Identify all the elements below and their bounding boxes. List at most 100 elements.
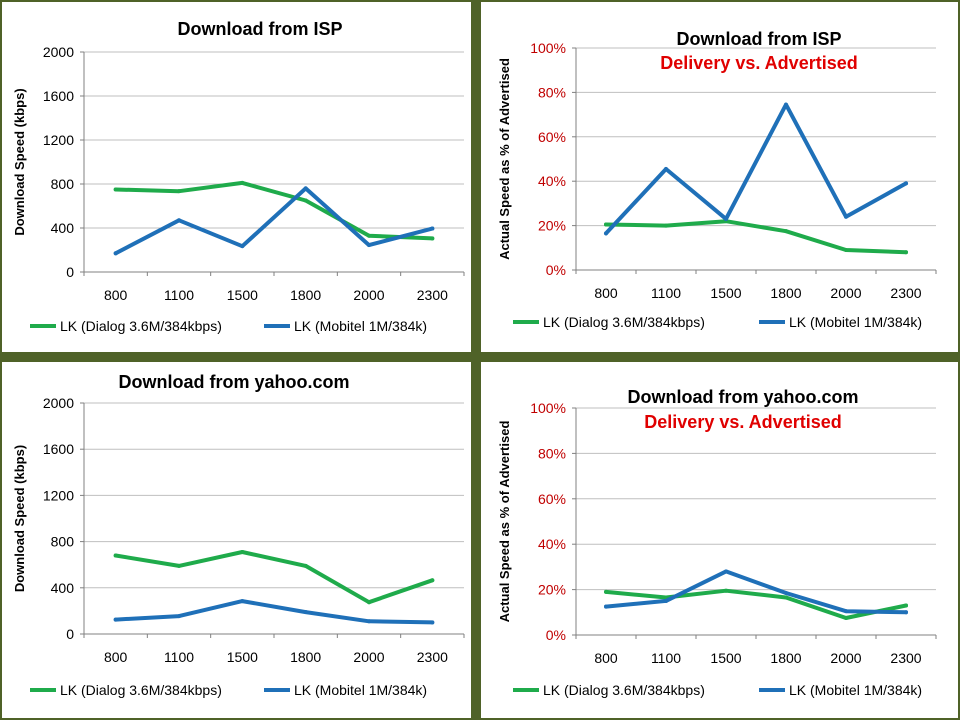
data-point: [303, 198, 308, 203]
data-point: [367, 233, 371, 238]
y-tick-label: 400: [51, 220, 75, 236]
chart-panel-yahoo-kbps: 0 400 800 1200 1600 2000 800 1100 1500 1800 2000 23…: [2, 362, 471, 718]
data-point: [604, 231, 608, 236]
y-tick-label: 0: [66, 264, 74, 280]
data-point: [904, 610, 908, 615]
chart-subtitle: Delivery vs. Advertised: [644, 412, 841, 432]
series-line: [604, 102, 908, 236]
x-tick-label: 2300: [417, 649, 448, 665]
data-point: [303, 610, 308, 615]
data-point: [430, 578, 435, 583]
line-chart: 0 400 800 1200 1600 2000 800 1100 1500 1800 2000 23…: [12, 372, 465, 698]
line-chart: 0% 20% 40% 60% 80% 100% 800 1100 1500 1800 2000 230…: [497, 29, 937, 330]
chart-title: Download from ISP: [177, 19, 342, 39]
line-chart: 0% 20% 40% 60% 80% 100% 800 1100 1500 1800 2000 230…: [497, 387, 937, 698]
legend-label: LK (Dialog 3.6M/384kbps): [543, 682, 705, 698]
data-point: [844, 214, 848, 219]
data-point: [113, 617, 118, 622]
y-tick-label: 2000: [43, 395, 74, 411]
chart-panel-isp-percent: 0% 20% 40% 60% 80% 100% 800 1100 1500 1800 2000 230…: [481, 2, 958, 352]
data-point: [724, 216, 728, 221]
series-line: [113, 550, 435, 605]
series-line: [604, 219, 908, 255]
data-point: [303, 186, 308, 191]
legend-label: LK (Mobitel 1M/384k): [294, 682, 427, 698]
chart-title: Download from ISP: [676, 29, 841, 49]
data-point: [784, 591, 788, 596]
y-axis-label: Download Speed (kbps): [12, 88, 27, 235]
x-tick-label: 1800: [770, 285, 801, 301]
y-tick-label: 60%: [538, 129, 566, 145]
data-point: [844, 615, 848, 620]
y-tick-label: 0%: [546, 627, 566, 643]
legend-label: LK (Mobitel 1M/384k): [294, 318, 427, 334]
x-tick-label: 1500: [710, 650, 741, 666]
x-tick-label: 2300: [890, 650, 921, 666]
chart-subtitle: Delivery vs. Advertised: [660, 53, 857, 73]
x-tick-label: 2000: [830, 650, 861, 666]
data-point: [604, 604, 608, 609]
data-point: [177, 614, 181, 619]
data-point: [177, 563, 181, 568]
x-tick-label: 800: [104, 649, 128, 665]
data-point: [240, 549, 245, 554]
data-point: [367, 243, 371, 248]
legend-label: LK (Dialog 3.6M/384kbps): [60, 318, 222, 334]
y-tick-label: 0%: [546, 262, 566, 278]
y-axis-label: Actual Speed as % of Advertised: [497, 421, 512, 623]
data-point: [904, 250, 908, 255]
y-axis-label: Actual Speed as % of Advertised: [497, 58, 512, 260]
data-point: [430, 620, 435, 625]
data-point: [724, 569, 728, 574]
y-tick-label: 100%: [530, 40, 566, 56]
x-tick-label: 1500: [227, 649, 258, 665]
legend-label: LK (Mobitel 1M/384k): [789, 314, 922, 330]
y-tick-label: 2000: [43, 44, 74, 60]
x-tick-label: 1100: [164, 287, 194, 303]
data-point: [904, 181, 908, 186]
y-tick-label: 80%: [538, 445, 566, 461]
y-tick-label: 1200: [43, 487, 74, 503]
series-line: [113, 180, 435, 241]
y-tick-label: 1200: [43, 132, 74, 148]
data-point: [784, 229, 788, 234]
x-tick-label: 2300: [417, 287, 448, 303]
x-tick-label: 1100: [164, 649, 194, 665]
y-tick-label: 20%: [538, 218, 566, 234]
data-point: [844, 609, 848, 614]
chart-title: Download from yahoo.com: [627, 387, 858, 407]
data-point: [177, 189, 181, 194]
y-tick-label: 800: [51, 176, 75, 192]
y-axis-label: Download Speed (kbps): [12, 445, 27, 592]
x-tick-label: 800: [594, 650, 618, 666]
y-tick-label: 100%: [530, 400, 566, 416]
data-point: [113, 187, 118, 192]
y-tick-label: 40%: [538, 536, 566, 552]
x-tick-label: 1100: [651, 650, 681, 666]
data-point: [367, 600, 371, 605]
y-tick-label: 20%: [538, 582, 566, 598]
chart-panel-yahoo-percent: 0% 20% 40% 60% 80% 100% 800 1100 1500 1800 2000 230…: [481, 362, 958, 718]
data-point: [367, 619, 371, 624]
y-tick-label: 60%: [538, 491, 566, 507]
x-tick-label: 1100: [651, 285, 681, 301]
x-tick-label: 2000: [353, 287, 384, 303]
x-tick-label: 1800: [290, 287, 321, 303]
y-tick-label: 80%: [538, 84, 566, 100]
data-point: [724, 588, 728, 593]
data-point: [664, 223, 668, 228]
x-tick-label: 1800: [770, 650, 801, 666]
y-tick-label: 1600: [43, 88, 74, 104]
data-point: [784, 595, 788, 600]
data-point: [113, 251, 118, 256]
y-tick-label: 800: [51, 534, 75, 550]
y-tick-label: 0: [66, 626, 74, 642]
y-tick-label: 1600: [43, 441, 74, 457]
data-point: [904, 603, 908, 608]
data-point: [784, 102, 788, 107]
data-point: [303, 563, 308, 568]
legend-label: LK (Dialog 3.6M/384kbps): [60, 682, 222, 698]
line-chart: 0 400 800 1200 1600 2000 800 1100 1500 1800 2000 23…: [12, 19, 465, 334]
x-tick-label: 1500: [710, 285, 741, 301]
x-tick-label: 800: [594, 285, 618, 301]
